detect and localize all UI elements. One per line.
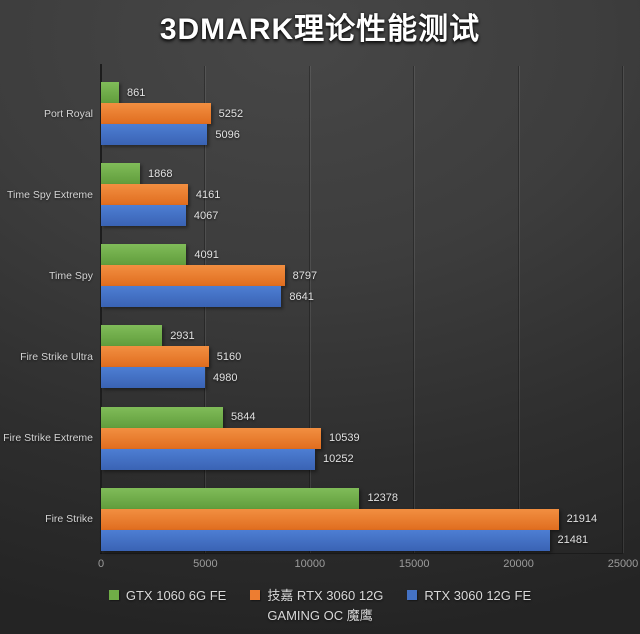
bar-value-label: 1868 [148, 167, 173, 180]
bar-value-label: 10252 [323, 453, 354, 466]
bar-value-label: 861 [126, 86, 146, 99]
bar-value-label: 21914 [566, 513, 598, 526]
bar-GTX 1060 6G FE [101, 244, 187, 266]
category-group: 861 5252 5096 [101, 66, 623, 147]
bar-GTX 1060 6G FE [101, 325, 163, 347]
bar-line: 4067 [101, 205, 623, 227]
x-tick-label: 5000 [193, 558, 218, 570]
bar-value-label: 8641 [289, 290, 314, 303]
category-label: Time Spy Extreme [7, 188, 93, 201]
bar-line: 4980 [101, 367, 623, 389]
bar-line: 21481 [101, 529, 623, 551]
bar-value-label: 4067 [193, 209, 219, 222]
x-tick-label: 15000 [398, 558, 430, 570]
bar-value-label: 4980 [212, 371, 238, 384]
bar-rows: 861 5252 5096 1868 4161 4067 4091 8797 8641 2931 5… [101, 66, 623, 553]
plot-area: 861 5252 5096 1868 4161 4067 4091 8797 8641 2931 5… [101, 66, 624, 553]
category-label: Fire Strike Extreme [3, 432, 93, 445]
gridline-25000 [623, 66, 624, 553]
bar-line: 8797 [101, 265, 623, 287]
legend-label: 技嘉 RTX 3060 12G GAMING OC 魔鹰 [267, 586, 383, 626]
legend-label-line: GAMING OC 魔鹰 [267, 608, 373, 624]
bar-value-label: 4161 [195, 188, 221, 201]
bar-技嘉 RTX 3060 12G GAMING OC 魔鹰 [101, 346, 209, 368]
bar-line: 10539 [101, 427, 623, 449]
bar-value-label: 5096 [215, 128, 240, 141]
category-group: 2931 5160 4980 [101, 309, 623, 390]
bar-GTX 1060 6G FE [101, 163, 140, 185]
bar-value-label: 5160 [216, 350, 242, 363]
bar-line: 5252 [101, 103, 623, 124]
bar-line: 4091 [101, 244, 623, 266]
bar-RTX 3060 12G FE [101, 205, 186, 227]
gridline-20000 [518, 66, 520, 553]
bar-RTX 3060 12G FE [101, 367, 205, 389]
bar-line: 861 [101, 82, 623, 103]
bar-line: 4161 [101, 184, 623, 206]
legend-swatch-icon [108, 590, 119, 600]
legend-label-line: 技嘉 RTX 3060 12G [267, 588, 384, 603]
bar-value-label: 4091 [194, 248, 219, 261]
category-group: 4091 8797 8641 [101, 228, 623, 309]
bar-RTX 3060 12G FE [101, 529, 550, 551]
bar-line: 10252 [101, 448, 623, 470]
chart-title: 3DMARK理论性能测试 [159, 13, 481, 46]
bar-RTX 3060 12G FE [101, 286, 282, 308]
bar-技嘉 RTX 3060 12G GAMING OC 魔鹰 [101, 103, 211, 124]
legend-swatch-icon [407, 590, 418, 600]
value-axis: 0 5000 10000 15000 20000 25000 [97, 558, 638, 574]
bar-line: 2931 [101, 325, 623, 347]
legend-item: 技嘉 RTX 3060 12G GAMING OC 魔鹰 [250, 586, 383, 626]
category-group: 5844 10539 10252 [101, 391, 623, 472]
y-axis-line [100, 64, 102, 554]
bar-技嘉 RTX 3060 12G GAMING OC 魔鹰 [101, 265, 285, 287]
bar-技嘉 RTX 3060 12G GAMING OC 魔鹰 [101, 508, 559, 530]
bar-技嘉 RTX 3060 12G GAMING OC 魔鹰 [101, 184, 188, 206]
legend-swatch-icon [250, 590, 261, 600]
bar-value-label: 5844 [231, 411, 256, 424]
bar-line: 5160 [101, 346, 623, 368]
bar-RTX 3060 12G FE [101, 124, 208, 145]
legend: GTX 1060 6G FE 技嘉 RTX 3060 12G GAMING OC 魔… [0, 586, 640, 626]
x-tick-label: 10000 [294, 558, 326, 570]
x-tick-label: 25000 [607, 558, 639, 570]
bar-line: 12378 [101, 487, 623, 509]
category-label: Time Spy [49, 269, 93, 282]
bar-value-label: 10539 [329, 432, 360, 445]
gridline-10000 [309, 66, 311, 553]
bar-GTX 1060 6G FE [101, 82, 119, 103]
bar-line: 5844 [101, 406, 623, 428]
bar-line: 5096 [101, 124, 623, 145]
bar-value-label: 21481 [557, 534, 589, 547]
bar-GTX 1060 6G FE [101, 487, 360, 509]
bar-技嘉 RTX 3060 12G GAMING OC 魔鹰 [101, 427, 322, 449]
legend-label: RTX 3060 12G FE [424, 586, 531, 606]
category-group: 12378 21914 21481 [101, 472, 623, 553]
bar-line: 1868 [101, 163, 623, 185]
gridline-5000 [205, 66, 207, 553]
bar-value-label: 5252 [218, 107, 244, 120]
bar-value-label: 8797 [292, 269, 318, 282]
bar-RTX 3060 12G FE [101, 448, 316, 470]
legend-label-line: GTX 1060 6G FE [125, 588, 227, 603]
bar-value-label: 12378 [367, 492, 399, 505]
category-label: Fire Strike [45, 513, 93, 526]
bar-value-label: 2931 [170, 329, 195, 342]
gridline-15000 [414, 66, 416, 553]
x-tick-label: 0 [97, 558, 105, 570]
bar-line: 21914 [101, 508, 623, 530]
legend-item: RTX 3060 12G FE [407, 586, 531, 606]
category-axis: Port Royal Time Spy Extreme Time Spy Fire S… [0, 66, 93, 553]
category-label: Port Royal [43, 107, 93, 120]
category-group: 1868 4161 4067 [101, 147, 623, 228]
bar-GTX 1060 6G FE [101, 406, 224, 428]
legend-label-line: RTX 3060 12G FE [424, 588, 532, 603]
legend-label: GTX 1060 6G FE [126, 586, 226, 606]
category-label: Fire Strike Ultra [20, 351, 93, 364]
legend-item: GTX 1060 6G FE [108, 586, 226, 606]
x-axis-line [100, 553, 623, 554]
bar-line: 8641 [101, 286, 623, 308]
x-tick-label: 20000 [503, 558, 534, 570]
